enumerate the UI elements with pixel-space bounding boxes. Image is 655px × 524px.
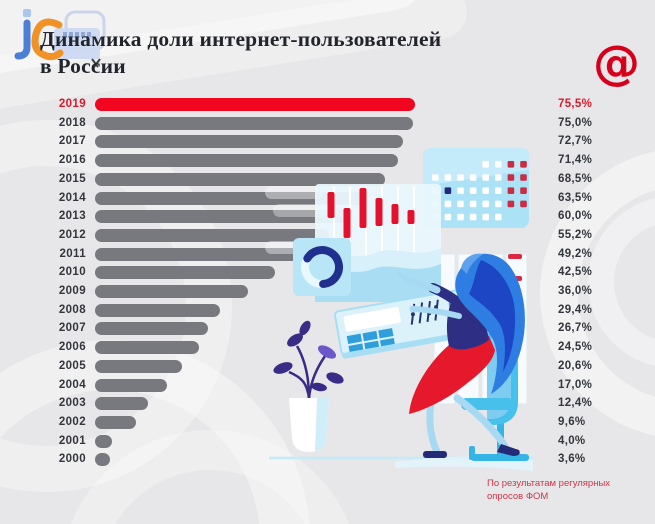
illustration (265, 140, 545, 485)
value-bar (95, 416, 136, 429)
year-label: 2006 (58, 341, 86, 353)
value-label: 71,4% (558, 154, 593, 166)
value-bar (95, 248, 304, 261)
year-label: 2009 (58, 285, 86, 297)
chart-row: 2001 4,0% (0, 433, 655, 451)
value-label: 60,0% (558, 210, 593, 222)
jc-logo-icon (8, 4, 108, 75)
value-label: 20,6% (558, 360, 593, 372)
value-label: 63,5% (558, 192, 593, 204)
value-label: 29,4% (558, 304, 593, 316)
year-label: 2007 (58, 322, 86, 334)
value-label: 36,0% (558, 285, 593, 297)
year-label: 2008 (58, 304, 86, 316)
chart-row: 2002 9,6% (0, 414, 655, 432)
year-label: 2012 (58, 229, 86, 241)
value-bar (95, 135, 403, 148)
value-bar (95, 322, 208, 335)
chart-row: 2003 12,4% (0, 395, 655, 413)
value-bar (95, 98, 415, 111)
year-label: 2014 (58, 192, 86, 204)
calendar-panel (423, 148, 529, 228)
plant (273, 320, 344, 452)
value-bar (95, 304, 220, 317)
chart-row: 2006 24,5% (0, 339, 655, 357)
bar-chart: 2019 75,5% 2018 75,0% 2017 72,7% 2016 71… (0, 96, 655, 476)
value-bar (95, 210, 349, 223)
year-label: 2016 (58, 154, 86, 166)
year-label: 2001 (58, 435, 86, 447)
year-label: 2000 (58, 453, 86, 465)
chart-row: 2011 49,2% (0, 246, 655, 264)
value-label: 42,5% (558, 266, 593, 278)
value-bar (95, 435, 112, 448)
value-label: 4,0% (558, 435, 586, 447)
year-label: 2011 (59, 248, 86, 260)
value-bar (95, 154, 398, 167)
value-bar (95, 285, 248, 298)
chart-row: 2019 75,5% (0, 96, 655, 114)
chart-row: 2016 71,4% (0, 152, 655, 170)
chart-row: 2015 68,5% (0, 171, 655, 189)
year-label: 2010 (58, 266, 86, 278)
chart-row: 2010 42,5% (0, 264, 655, 282)
year-label: 2005 (58, 360, 86, 372)
value-label: 75,0% (558, 117, 593, 129)
chart-row: 2000 3,6% (0, 451, 655, 469)
mailru-at-icon: @ (593, 36, 640, 91)
value-bar (95, 229, 329, 242)
source-note: По результатам регулярных опросов ФОМ (487, 477, 655, 503)
year-label: 2018 (58, 117, 86, 129)
chart-row: 2017 72,7% (0, 133, 655, 151)
year-label: 2015 (58, 173, 86, 185)
chart-row: 2018 75,0% (0, 115, 655, 133)
page-title-line1: Динамика доли интернет-пользователей (40, 27, 442, 51)
chart-row: 2009 36,0% (0, 283, 655, 301)
year-label: 2002 (58, 416, 86, 428)
year-label: 2017 (58, 135, 86, 147)
value-bar (95, 341, 199, 354)
value-label: 12,4% (558, 397, 593, 409)
value-label: 55,2% (558, 229, 593, 241)
chart-row: 2013 60,0% (0, 208, 655, 226)
value-bar (95, 192, 364, 205)
value-bar (95, 266, 275, 279)
chart-row: 2007 26,7% (0, 320, 655, 338)
donut-panel (293, 238, 351, 296)
chart-row: 2005 20,6% (0, 358, 655, 376)
value-bar (95, 453, 110, 466)
value-label: 17,0% (558, 379, 593, 391)
value-label: 68,5% (558, 173, 593, 185)
value-label: 75,5% (558, 98, 593, 110)
value-label: 49,2% (558, 248, 593, 260)
year-label: 2019 (58, 98, 86, 110)
chart-row: 2004 17,0% (0, 377, 655, 395)
value-label: 24,5% (558, 341, 593, 353)
chart-row: 2008 29,4% (0, 302, 655, 320)
source-note-line1: По результатам регулярных (487, 478, 611, 489)
value-bar (95, 397, 148, 410)
value-bar (95, 173, 385, 186)
page-title: Динамика доли интернет-пользователей в Р… (40, 26, 441, 80)
value-bar (95, 360, 182, 373)
value-label: 9,6% (558, 416, 586, 428)
woman (397, 253, 525, 458)
value-label: 3,6% (558, 453, 586, 465)
source-note-line2: опросов ФОМ (487, 491, 549, 502)
value-label: 26,7% (558, 322, 593, 334)
year-label: 2013 (58, 210, 86, 222)
value-label: 72,7% (558, 135, 593, 147)
value-bar (95, 117, 413, 130)
year-label: 2004 (58, 379, 86, 391)
page-title-line2: в России (40, 54, 126, 78)
year-label: 2003 (58, 397, 86, 409)
value-bar (95, 379, 167, 392)
chart-row: 2012 55,2% (0, 227, 655, 245)
chart-row: 2014 63,5% (0, 190, 655, 208)
